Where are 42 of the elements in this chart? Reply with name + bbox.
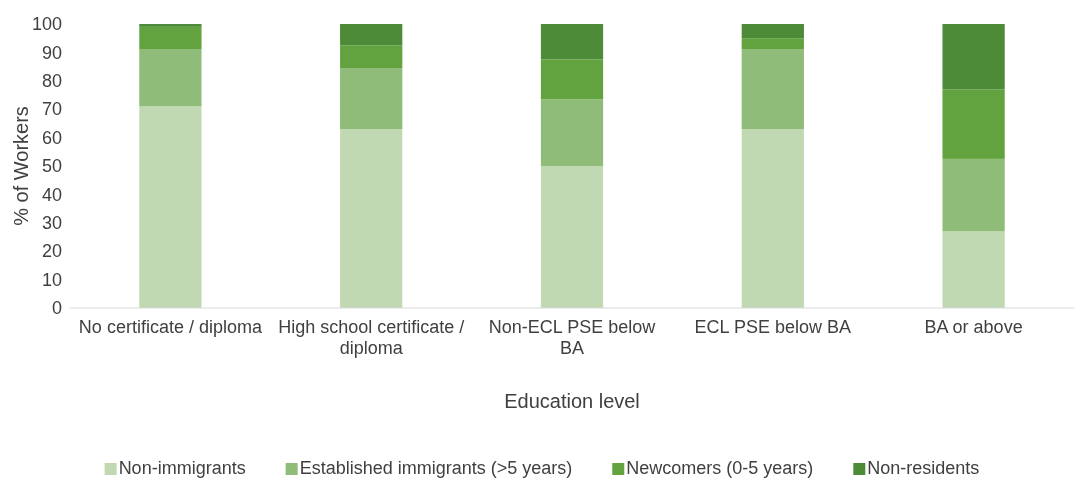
x-tick-label: No certificate / diploma: [78, 316, 263, 337]
x-tick-label: High school certificate / diploma: [278, 316, 465, 359]
bar: [741, 24, 804, 39]
legend-label: Established immigrants (>5 years): [299, 458, 573, 478]
bar: [942, 24, 1005, 90]
x-tick-label: Non-ECL PSE below BA: [488, 316, 657, 359]
x-tick-label: ECL PSE below BA: [694, 316, 852, 337]
bar: [340, 45, 403, 69]
y-tick-label: 30: [41, 213, 62, 234]
y-tick-label: 0: [51, 298, 62, 319]
y-tick-label: 90: [41, 42, 62, 63]
bar: [942, 89, 1005, 159]
y-tick-label: 70: [41, 99, 62, 120]
bar: [540, 99, 604, 166]
y-tick-label: 100: [31, 14, 62, 35]
bar: [741, 129, 804, 308]
bar: [139, 106, 202, 308]
y-tick-label: 20: [41, 241, 62, 262]
bar: [139, 24, 202, 27]
x-tick-label: BA or above: [924, 316, 1023, 337]
y-tick-label: 50: [41, 156, 62, 177]
legend-label: Non-immigrants: [118, 458, 246, 478]
y-tick-label: 40: [41, 184, 62, 205]
bar: [340, 24, 403, 46]
x-axis-title: Education level: [504, 390, 640, 412]
bar: [540, 166, 604, 308]
y-axis-title: % of Workers: [10, 106, 32, 226]
bar: [540, 59, 604, 100]
y-tick-label: 80: [41, 71, 62, 92]
bar: [340, 68, 403, 130]
bar: [942, 231, 1005, 308]
bar: [340, 129, 403, 308]
bar: [540, 24, 604, 60]
y-tick-label: 60: [41, 127, 62, 148]
bar: [139, 26, 202, 50]
legend-label: Newcomers (0-5 years): [626, 458, 814, 478]
y-tick-label: 10: [41, 269, 62, 290]
bar: [139, 49, 202, 107]
bar: [942, 158, 1005, 232]
bar: [741, 38, 804, 50]
bar: [741, 49, 804, 130]
legend-label: Non-residents: [867, 458, 980, 478]
